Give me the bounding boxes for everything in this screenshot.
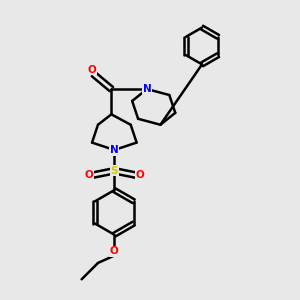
Text: O: O [110,246,119,256]
Text: N: N [110,145,119,155]
Text: O: O [135,170,144,180]
Text: N: N [143,84,152,94]
Text: S: S [111,166,118,176]
Text: O: O [85,170,93,180]
Text: O: O [88,65,96,75]
